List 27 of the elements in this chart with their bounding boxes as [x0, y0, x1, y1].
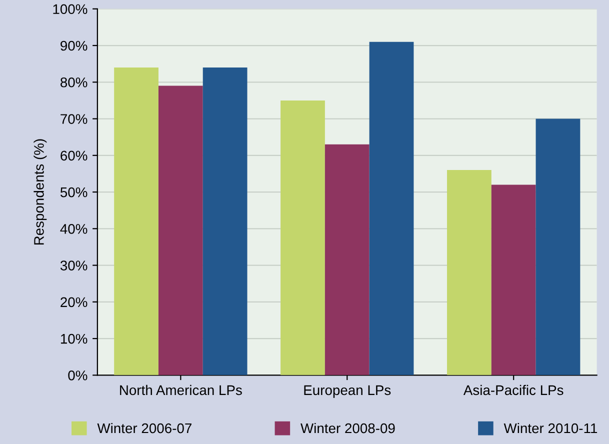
y-tick-label: 50%: [60, 187, 88, 198]
y-tick-label: 90%: [60, 40, 88, 51]
legend-label: Winter 2010-11: [504, 422, 598, 434]
bar: [114, 67, 158, 376]
x-tick-label: Asia-Pacific LPs: [463, 384, 564, 396]
bar: [447, 170, 492, 376]
y-tick-label: 70%: [60, 114, 88, 124]
legend-label: Winter 2006-07: [97, 422, 192, 434]
y-tick-label: 0%: [68, 370, 88, 380]
legend-label: Winter 2008-09: [300, 422, 395, 434]
y-tick-label: 20%: [60, 297, 88, 308]
y-tick-label: 30%: [60, 260, 88, 270]
y-axis-title: Respondents (%): [34, 139, 47, 245]
y-tick-label: 10%: [60, 334, 88, 344]
bar: [280, 100, 325, 376]
bar: [324, 144, 370, 376]
bar: [158, 86, 203, 376]
bar: [202, 67, 248, 376]
y-tick-label: 80%: [60, 77, 88, 88]
x-tick-label: European LPs: [304, 385, 391, 398]
x-tick-label: North American LPs: [120, 384, 242, 396]
bar: [536, 118, 580, 376]
bar: [491, 184, 536, 376]
y-tick-label: 40%: [60, 224, 88, 234]
y-tick-label: 60%: [60, 150, 88, 161]
bar: [369, 42, 414, 376]
y-tick-label: 100%: [53, 4, 88, 14]
